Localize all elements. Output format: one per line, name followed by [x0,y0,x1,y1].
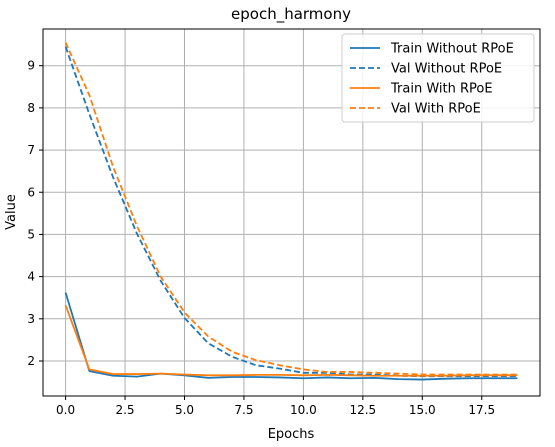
x-tick-label: 12.5 [349,403,376,417]
x-tick-label: 15.0 [409,403,436,417]
y-axis-title: Value [4,194,19,230]
y-tick-label: 5 [27,227,35,241]
x-tick-label: 10.0 [290,403,317,417]
legend: Train Without RPoE Val Without RPoE Train … [341,33,535,123]
y-tick-label: 7 [27,143,35,157]
x-axis-title: Epochs [268,427,315,442]
y-tick-label: 2 [27,354,35,368]
legend-label: Train Without RPoE [390,42,514,57]
x-tick-label: 2.5 [115,403,134,417]
series-line-train-with-rpoe [64,304,518,377]
legend-items: Train Without RPoE Val Without RPoE Train … [350,42,514,117]
x-tick-label: 5.0 [175,403,194,417]
y-tick-label: 6 [27,185,35,199]
axis-ticks: 0.0 2.5 5.0 7.5 10.0 12.5 15.0 17.5 2 3 4 5 6 7 8 9 [27,59,495,417]
legend-box [341,33,535,123]
x-tick-label: 0.0 [56,403,75,417]
y-tick-label: 3 [27,312,35,326]
plot-area-frame [42,28,541,397]
y-tick-label: 8 [27,101,35,115]
legend-label: Val With RPoE [391,102,481,117]
x-tick-label: 7.5 [234,403,253,417]
chart-title: epoch_harmony [231,5,351,24]
y-tick-label: 4 [27,270,35,284]
y-tick-label: 9 [27,59,35,73]
x-tick-label: 17.5 [468,403,495,417]
series-lines [64,42,518,381]
series-line-train-without-rpoe [64,292,518,381]
legend-label: Val Without RPoE [391,62,502,77]
series-line-val-with-rpoe [64,42,518,376]
legend-label: Train With RPoE [390,82,493,97]
